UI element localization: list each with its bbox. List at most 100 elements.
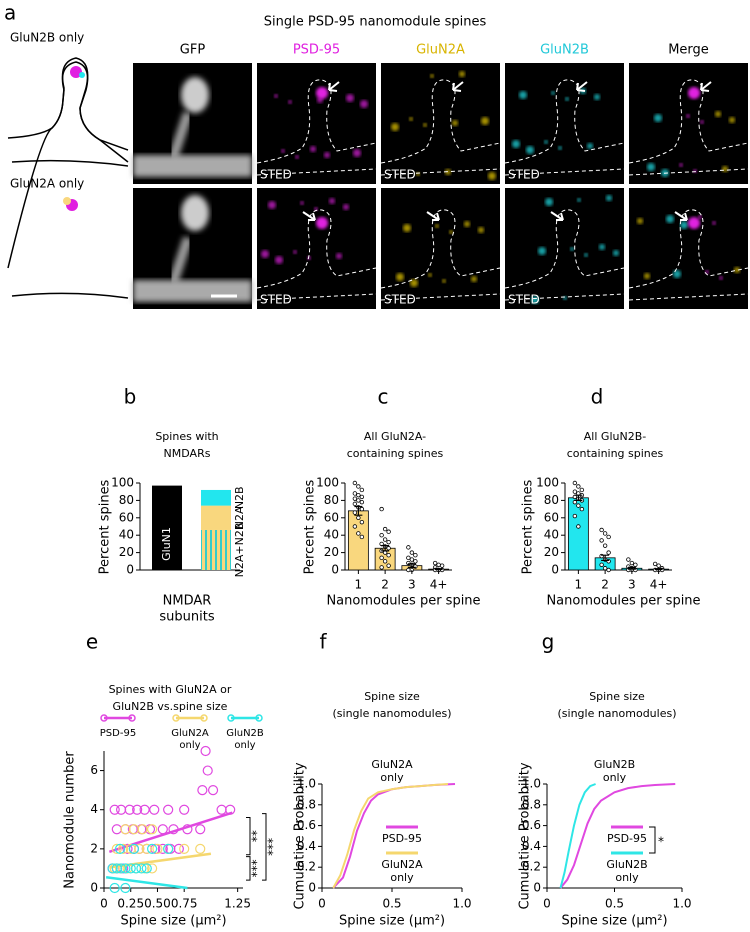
image-bg bbox=[505, 188, 624, 309]
data-point bbox=[406, 555, 411, 561]
scatter-point bbox=[124, 804, 135, 815]
micrograph bbox=[628, 188, 749, 309]
scatter-point bbox=[149, 804, 160, 815]
scatter-point bbox=[152, 843, 163, 854]
scatter-point bbox=[163, 843, 174, 854]
x-tick-label: 0 bbox=[543, 897, 551, 911]
puncta bbox=[481, 117, 489, 125]
x-tick-label: 1 bbox=[575, 578, 583, 592]
panel-letter: a bbox=[4, 1, 16, 25]
spine-outline bbox=[380, 79, 501, 176]
data-point bbox=[406, 545, 411, 550]
puncta bbox=[275, 256, 283, 264]
data-point bbox=[406, 567, 411, 573]
scatter-point bbox=[179, 843, 190, 854]
legend-label: GluN2A only bbox=[381, 858, 423, 884]
nanomodule bbox=[316, 87, 328, 99]
spine-outline bbox=[380, 209, 501, 301]
y-axis-label: Percent spines bbox=[98, 479, 113, 574]
data-point bbox=[352, 496, 358, 501]
text-line: GluN2B bbox=[226, 728, 264, 739]
puncta bbox=[729, 117, 735, 123]
error-bar bbox=[407, 563, 416, 568]
y-tick-label: 0.8 bbox=[297, 797, 316, 811]
x-tick-label: 0.75 bbox=[171, 897, 198, 911]
bar-segment bbox=[201, 489, 231, 506]
micrograph: STED bbox=[380, 63, 501, 184]
data-point bbox=[352, 501, 358, 507]
data-point bbox=[386, 553, 391, 558]
spine-outline bbox=[256, 209, 377, 301]
image-bg bbox=[505, 63, 624, 184]
text-line: only bbox=[380, 771, 404, 784]
sig-bracket bbox=[246, 817, 251, 856]
data-point bbox=[356, 515, 361, 520]
x-tick-label: 4+ bbox=[430, 578, 448, 592]
data-point bbox=[359, 534, 365, 540]
image-label: STED bbox=[508, 293, 540, 307]
chart-title: All GluN2B- bbox=[584, 430, 646, 443]
puncta bbox=[558, 146, 562, 150]
data-point bbox=[356, 498, 361, 503]
nanomodule bbox=[316, 217, 328, 229]
y-tick-label: 0.2 bbox=[297, 860, 316, 874]
panel-a: GFP PSD-95 GluN2A GluN2B Merge GluN2B only Glu… bbox=[7, 31, 749, 309]
data-point bbox=[606, 567, 611, 573]
x-tick-label: 1.25 bbox=[224, 897, 251, 911]
spine-outline bbox=[628, 209, 749, 301]
puncta bbox=[587, 143, 593, 149]
text-line: only bbox=[234, 740, 255, 751]
puncta bbox=[673, 270, 681, 278]
legend-label: PSD-95 bbox=[607, 832, 647, 845]
y-tick-label: 0.8 bbox=[522, 797, 541, 811]
puncta bbox=[360, 100, 368, 108]
data-point bbox=[606, 550, 611, 555]
x-axis-label: Spine size (µm²) bbox=[561, 914, 667, 929]
x-tick-label: 0.25 bbox=[117, 897, 144, 911]
scatter-point bbox=[141, 843, 152, 854]
puncta bbox=[545, 198, 553, 206]
scatter-point bbox=[111, 824, 122, 835]
puncta bbox=[606, 195, 612, 201]
data-point bbox=[576, 524, 581, 529]
data-point bbox=[352, 480, 358, 486]
scatter-point bbox=[139, 804, 150, 815]
scatter-point bbox=[147, 843, 158, 854]
text-line: only bbox=[615, 871, 639, 884]
puncta bbox=[599, 244, 605, 250]
panel-letter: b bbox=[124, 385, 137, 409]
column-header: GFP bbox=[180, 43, 206, 58]
data-point bbox=[629, 560, 635, 566]
x-axis-label: NMDAR bbox=[163, 594, 212, 609]
cdf-line bbox=[332, 783, 449, 889]
puncta bbox=[295, 155, 299, 159]
puncta bbox=[679, 163, 683, 167]
segment-label: N2A+N2B bbox=[233, 523, 246, 578]
arrow bbox=[674, 211, 688, 221]
x-axis-label: Nanomodules per spine bbox=[326, 594, 480, 609]
legend-marker bbox=[128, 714, 136, 722]
chart-title: All GluN2A- bbox=[364, 430, 426, 443]
text-line: PSD-95 bbox=[382, 832, 422, 845]
puncta bbox=[686, 114, 690, 118]
y-tick-label: 0 bbox=[90, 881, 98, 895]
puncta bbox=[442, 279, 446, 283]
legend-label: PSD-95 bbox=[100, 728, 136, 739]
puncta bbox=[538, 247, 546, 255]
x-axis-label: Spine size (µm²) bbox=[120, 914, 226, 929]
x-axis-label: Nanomodules per spine bbox=[546, 594, 700, 609]
row-label: GluN2B only bbox=[10, 31, 84, 45]
x-axis-label: subunits bbox=[159, 610, 214, 625]
data-point bbox=[386, 539, 391, 545]
y-tick-label: 20 bbox=[324, 545, 339, 559]
y-tick-label: 100 bbox=[111, 476, 134, 490]
scatter-point bbox=[118, 843, 129, 854]
legend-marker bbox=[100, 714, 108, 722]
y-tick-label: 20 bbox=[119, 545, 134, 559]
image-label: STED bbox=[508, 168, 540, 182]
legend-label: GluN2A only bbox=[171, 728, 209, 751]
chart-title: Spine size bbox=[589, 690, 645, 703]
dendrite-edge bbox=[11, 292, 129, 299]
chart-title: GluN2B vs.spine size bbox=[113, 700, 228, 713]
